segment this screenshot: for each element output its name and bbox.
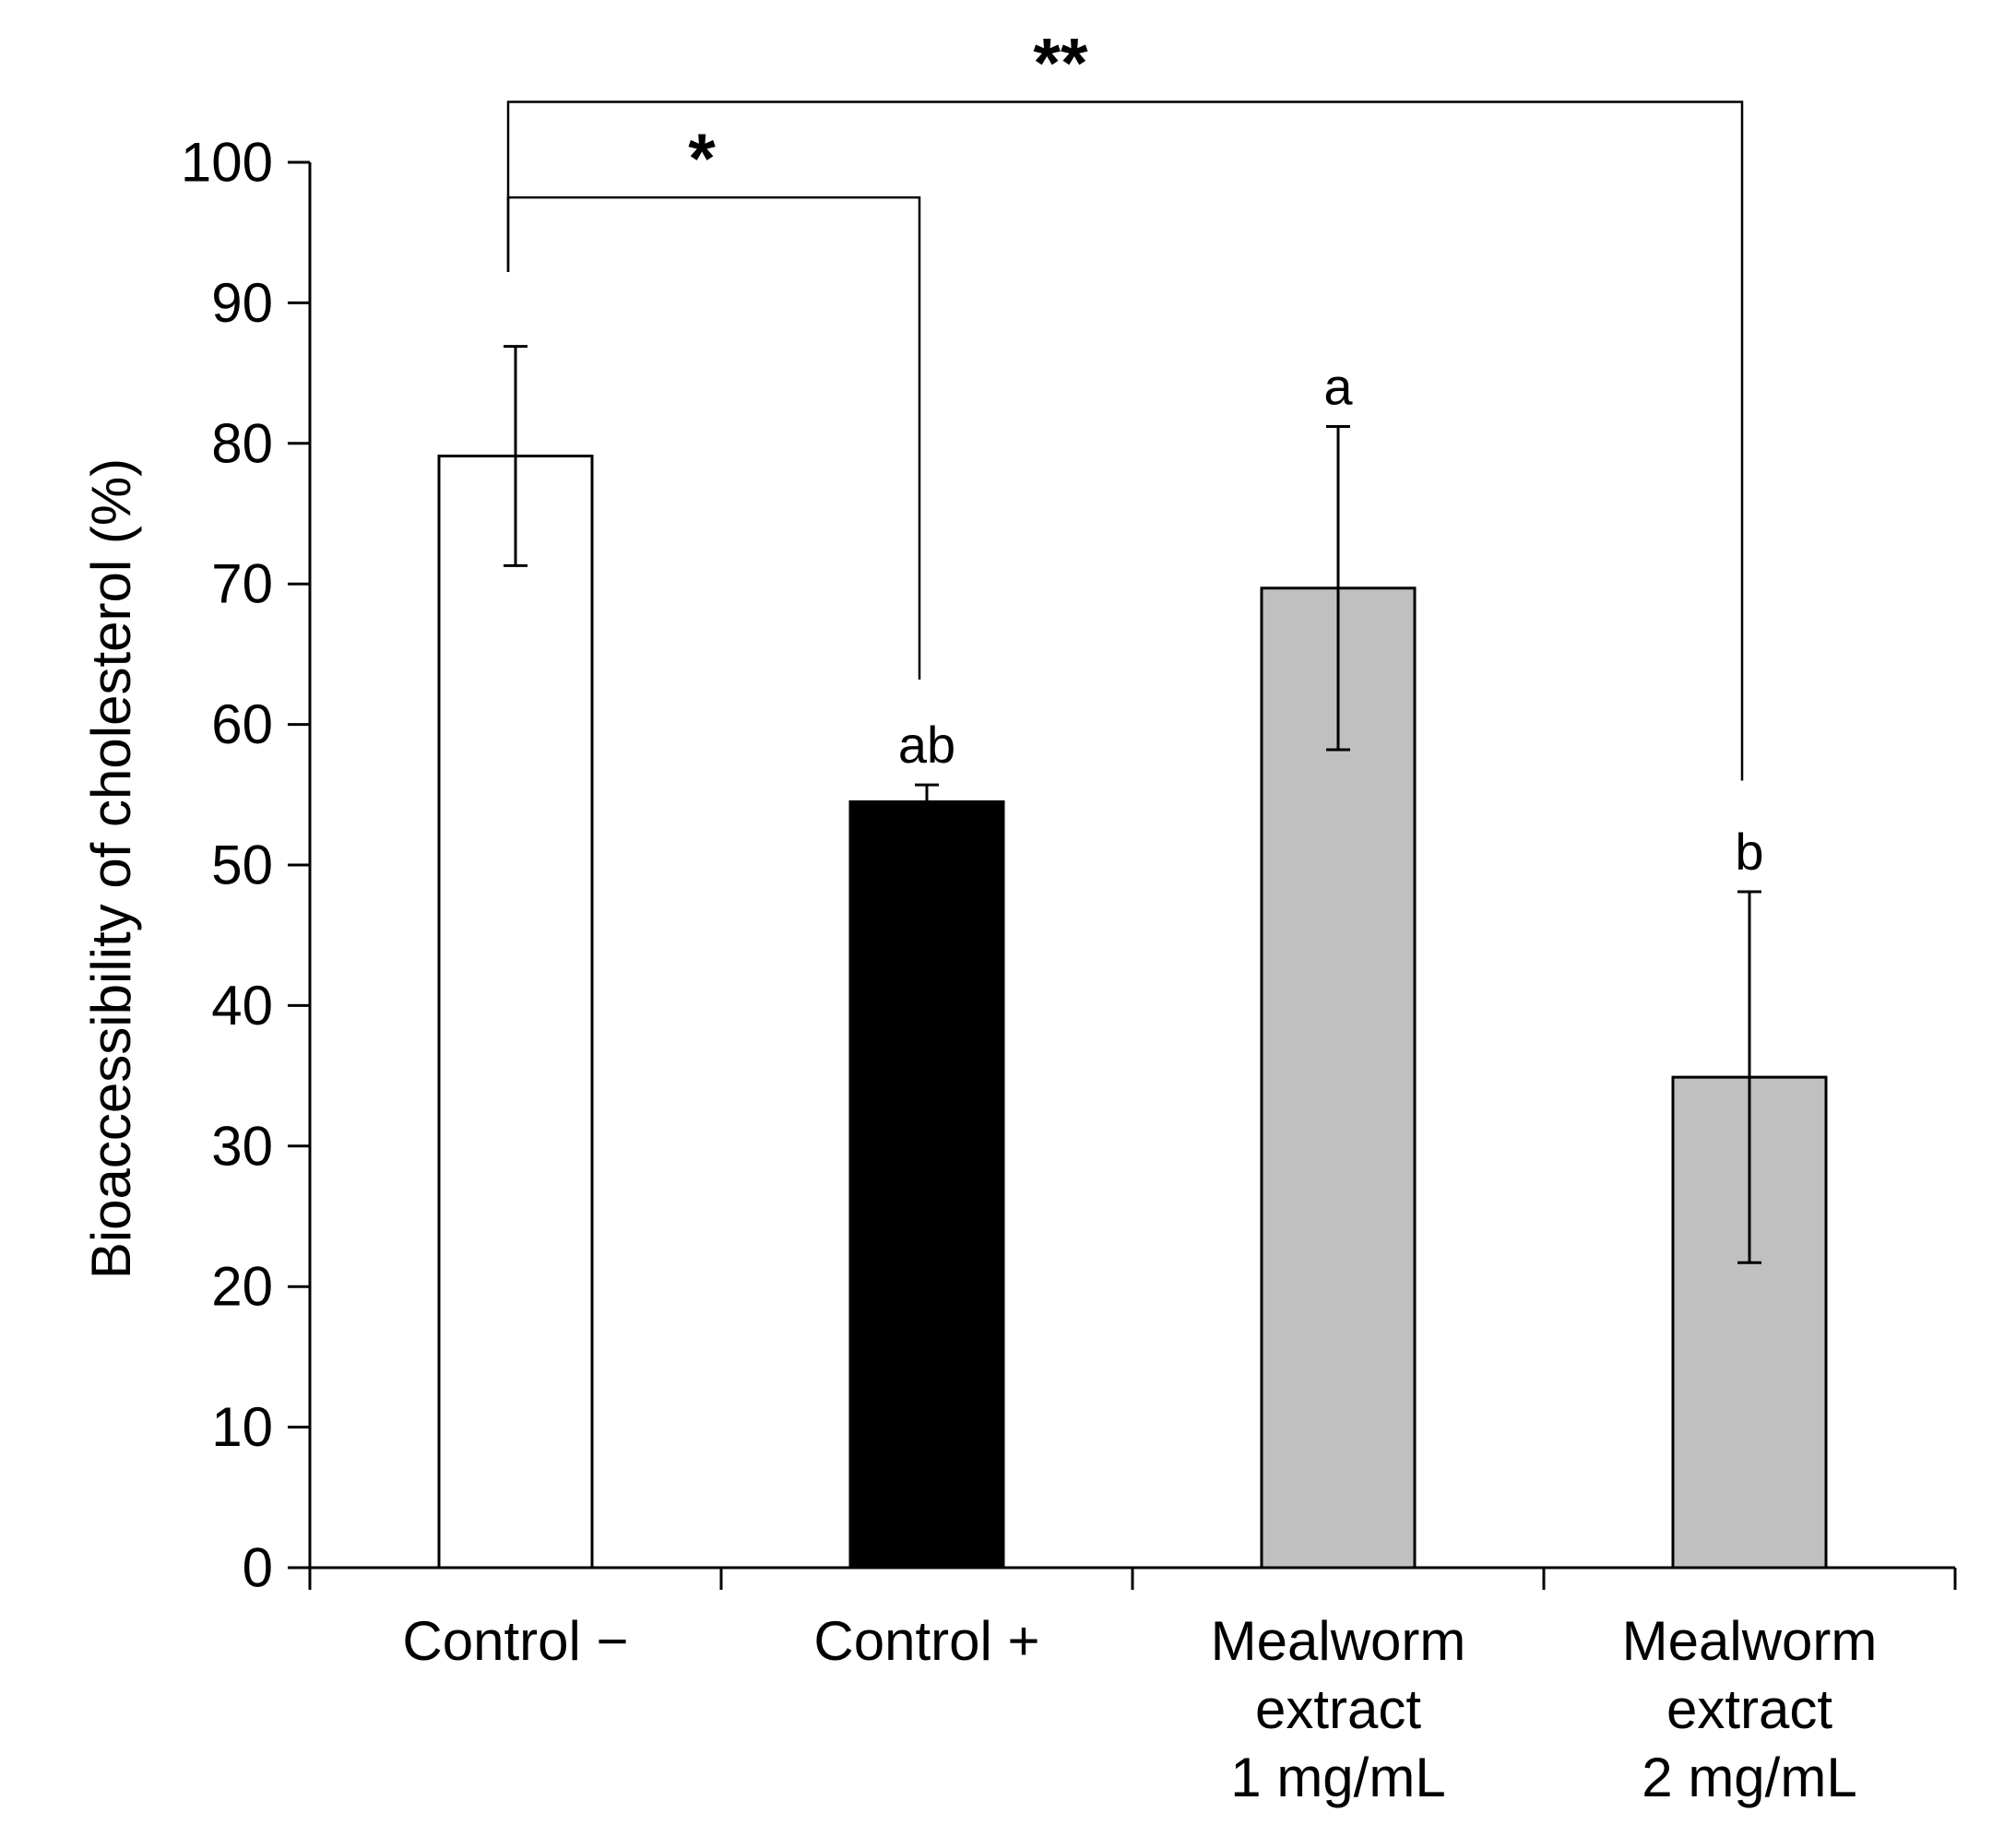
x-tick-label: Control −	[402, 1610, 628, 1672]
y-tick-label: 30	[211, 1115, 273, 1177]
x-tick-label-line: Mealworm	[1211, 1610, 1466, 1672]
bar	[1260, 586, 1417, 1570]
significance-marker: *	[688, 120, 716, 198]
y-axis-label: Bioaccessibility of cholesterol (%)	[80, 458, 142, 1279]
x-tick-label: Mealworm extract 2 mg/mL	[1622, 1610, 1878, 1808]
x-tick-label-line: extract	[1255, 1678, 1421, 1740]
significance-marker: **	[1033, 24, 1088, 102]
y-tick-label: 100	[181, 132, 273, 194]
x-tick-label: Mealworm extract 1 mg/mL	[1211, 1610, 1466, 1808]
significance-letter: a	[1323, 358, 1353, 416]
bar	[848, 800, 1005, 1570]
x-tick-label-line: Control +	[813, 1610, 1039, 1672]
error-bars	[504, 345, 1761, 1264]
y-tick-label: 60	[211, 693, 273, 755]
y-tick-label: 90	[211, 272, 273, 334]
x-tick-label-line: 2 mg/mL	[1642, 1747, 1856, 1808]
axes: 0 10 20 30 40 50 60 70 80 90 100 Control − Control +…	[181, 132, 1957, 1808]
bars	[437, 455, 1828, 1570]
y-tick-label: 20	[211, 1256, 273, 1318]
y-tick-label: 10	[211, 1396, 273, 1458]
y-tick-label: 0	[243, 1537, 273, 1599]
significance-letter: ab	[898, 716, 955, 774]
y-tick-label: 40	[211, 975, 273, 1037]
x-tick-label-line: Control −	[402, 1610, 628, 1672]
significance-letter: b	[1735, 823, 1763, 881]
x-tick-label-line: 1 mg/mL	[1230, 1747, 1445, 1808]
bar	[437, 455, 594, 1570]
y-tick-label: 50	[211, 835, 273, 896]
y-tick-label: 70	[211, 553, 273, 615]
significance-bracket	[506, 101, 1744, 781]
x-tick-label-line: Mealworm	[1622, 1610, 1878, 1672]
x-tick-label: Control +	[813, 1610, 1039, 1672]
x-tick-label-line: extract	[1666, 1678, 1832, 1740]
y-tick-label: 80	[211, 412, 273, 474]
